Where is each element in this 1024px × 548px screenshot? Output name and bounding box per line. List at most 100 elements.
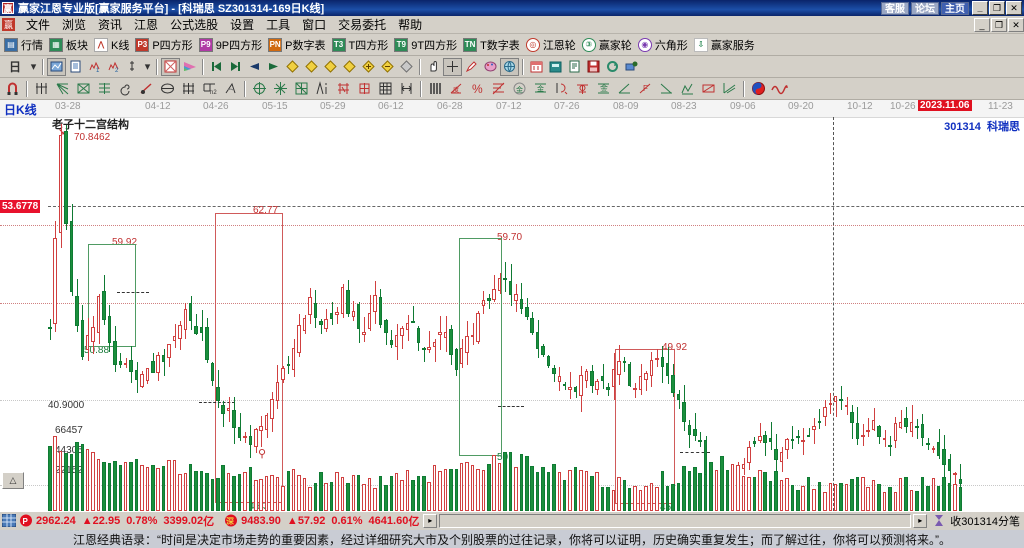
gann-box-icon[interactable] [73, 79, 94, 98]
market-grid-icon[interactable] [1, 513, 17, 528]
menu-item-browse[interactable]: 浏览 [62, 18, 87, 32]
channel-icon[interactable] [312, 79, 333, 98]
calendar-icon[interactable] [527, 58, 546, 76]
price-plot[interactable]: 财富 江恩工具软件 QQ:100800360 赢家聊吧 老子十二宫结构 53.6… [0, 117, 1024, 511]
angle-icon[interactable] [220, 79, 241, 98]
arrows-icon[interactable] [396, 79, 417, 98]
last-page-icon[interactable] [226, 58, 245, 76]
menu-item-trade[interactable]: 交易委托 [338, 18, 387, 32]
customer-service-button[interactable]: 客服 [881, 1, 909, 15]
toolbar-p-square-button[interactable]: P3 P四方形 [133, 35, 196, 55]
wave-icon[interactable] [769, 79, 790, 98]
period-selector[interactable]: 日 [2, 58, 28, 76]
menu-item-formula-screen[interactable]: 公式选股 [170, 18, 219, 32]
collapse-pane-button[interactable]: △ [2, 472, 24, 489]
analysis-icon[interactable] [161, 57, 180, 76]
ruler-icon[interactable] [425, 79, 446, 98]
toolbar-sector-button[interactable]: ▦ 板块 [47, 35, 92, 55]
slope-icon[interactable] [719, 79, 740, 98]
hand-icon[interactable] [424, 58, 443, 76]
fit-icon[interactable] [397, 58, 416, 76]
settings-icon[interactable] [622, 58, 641, 76]
degree-icon[interactable]: 度 [446, 79, 467, 98]
menu-item-gann[interactable]: 江恩 [134, 18, 159, 32]
gann-box-green-2[interactable] [459, 238, 502, 456]
toolbar-t-square-button[interactable]: T3 T四方形 [330, 35, 393, 55]
volume-pane[interactable]: 40.9000 66457 44305 22152 [0, 400, 1024, 511]
net-icon[interactable] [375, 79, 396, 98]
report-icon[interactable] [565, 58, 584, 76]
overlay-icon[interactable] [47, 57, 66, 76]
menu-item-help[interactable]: 帮助 [398, 18, 423, 32]
ellipse-icon[interactable] [157, 79, 178, 98]
red-grid-icon[interactable] [333, 79, 354, 98]
list-icon[interactable] [66, 58, 85, 76]
band-icon[interactable] [698, 79, 719, 98]
diamond-1-icon[interactable] [283, 58, 302, 76]
toolbar-p9-square-button[interactable]: P9 9P四方形 [197, 35, 266, 55]
yinyang-icon[interactable] [748, 79, 769, 98]
diamond-3-icon[interactable] [321, 58, 340, 76]
cursor-icon[interactable] [123, 58, 142, 76]
next-icon[interactable] [264, 58, 283, 76]
up-line-icon[interactable] [614, 79, 635, 98]
box-grid-icon[interactable] [291, 79, 312, 98]
cursor-dropdown-icon[interactable]: ▾ [144, 61, 151, 73]
forum-button[interactable]: 论坛 [911, 1, 939, 15]
maximize-button[interactable]: ❐ [989, 1, 1005, 15]
price-drop-icon[interactable] [551, 79, 572, 98]
gann-box-green-1[interactable] [88, 244, 136, 347]
mdi-restore-button[interactable]: ❐ [991, 17, 1007, 32]
zoom-out-icon[interactable] [378, 58, 397, 76]
gold-bar-icon[interactable]: 金 [530, 79, 551, 98]
toolbar-hexagon-button[interactable]: ◉ 六角形 [636, 35, 692, 55]
fork-tool-icon[interactable] [31, 79, 52, 98]
balance-icon[interactable] [572, 79, 593, 98]
ratio-icon[interactable] [136, 79, 157, 98]
globe-icon[interactable] [500, 57, 519, 76]
toolbar-kline-button[interactable]: ⋀ K线 [92, 35, 133, 55]
status-scroll-button[interactable]: ▸ [423, 514, 438, 528]
circle-cross-icon[interactable] [249, 79, 270, 98]
toolbar-pn-table-button[interactable]: PN P数字表 [266, 35, 329, 55]
zigzag-icon[interactable] [677, 79, 698, 98]
diamond-4-icon[interactable] [340, 58, 359, 76]
status-message-field[interactable] [439, 514, 912, 528]
colorbar-icon[interactable] [180, 58, 199, 76]
gold-icon[interactable]: 金 [593, 79, 614, 98]
minimize-button[interactable]: _ [972, 1, 988, 15]
mdi-minimize-button[interactable]: _ [974, 17, 990, 32]
period-dropdown-icon[interactable]: ▾ [30, 61, 37, 73]
chart-area[interactable]: 日K线 03-28 04-12 04-26 05-15 05-29 06-12 … [0, 100, 1024, 511]
floppy-icon[interactable] [584, 58, 603, 76]
square-n2-icon[interactable]: n2 [199, 79, 220, 98]
gold-circle-icon[interactable]: 金 [509, 79, 530, 98]
indicator-add-icon[interactable]: 1 [85, 58, 104, 76]
toolbar-gann-wheel-button[interactable]: ◎ 江恩轮 [524, 35, 580, 55]
percent-icon[interactable]: % [467, 79, 488, 98]
mdi-close-button[interactable]: ✕ [1008, 17, 1024, 32]
red-box-icon[interactable] [354, 79, 375, 98]
toolbar-quotes-button[interactable]: ▤ 行情 [2, 35, 47, 55]
menu-item-window[interactable]: 窗口 [302, 18, 327, 32]
menu-item-tools[interactable]: 工具 [266, 18, 291, 32]
spiral-icon[interactable] [115, 79, 136, 98]
toolbar-winner-service-button[interactable]: ⇩ 赢家服务 [692, 35, 759, 55]
palette-icon[interactable] [481, 58, 500, 76]
close-button[interactable]: ✕ [1006, 1, 1022, 15]
down-line-icon[interactable] [656, 79, 677, 98]
pen-icon[interactable] [462, 58, 481, 76]
percent-grid-icon[interactable] [94, 79, 115, 98]
save-data-icon[interactable] [546, 58, 565, 76]
toolbar-tn-table-button[interactable]: TN T数字表 [461, 35, 524, 55]
magnet-icon[interactable] [2, 79, 23, 98]
menu-item-file[interactable]: 文件 [26, 18, 51, 32]
status-expand-button[interactable]: ▸ [913, 514, 928, 528]
menu-item-settings[interactable]: 设置 [230, 18, 255, 32]
trend-icon[interactable] [488, 79, 509, 98]
grid-icon[interactable] [178, 79, 199, 98]
star-icon[interactable] [270, 79, 291, 98]
f-line-icon[interactable]: F [635, 79, 656, 98]
refresh-icon[interactable] [603, 58, 622, 76]
gann-fan-icon[interactable] [52, 79, 73, 98]
